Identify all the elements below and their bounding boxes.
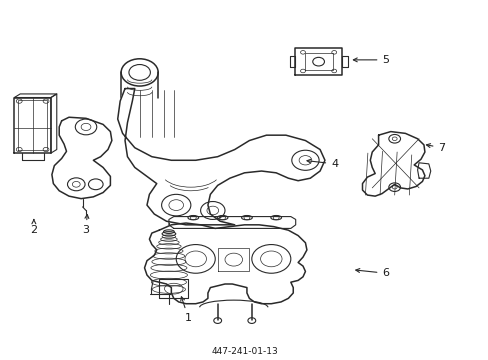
Polygon shape (144, 223, 306, 304)
Text: 447-241-01-13: 447-241-01-13 (211, 347, 277, 356)
Text: 4: 4 (306, 159, 338, 169)
Text: 3: 3 (82, 215, 89, 235)
Text: 2: 2 (30, 220, 38, 235)
Text: 5: 5 (353, 55, 388, 65)
Polygon shape (118, 89, 325, 225)
Text: 6: 6 (355, 268, 388, 278)
Text: 1: 1 (181, 297, 191, 323)
Text: 7: 7 (426, 143, 445, 153)
Polygon shape (362, 132, 424, 196)
Polygon shape (52, 117, 112, 199)
